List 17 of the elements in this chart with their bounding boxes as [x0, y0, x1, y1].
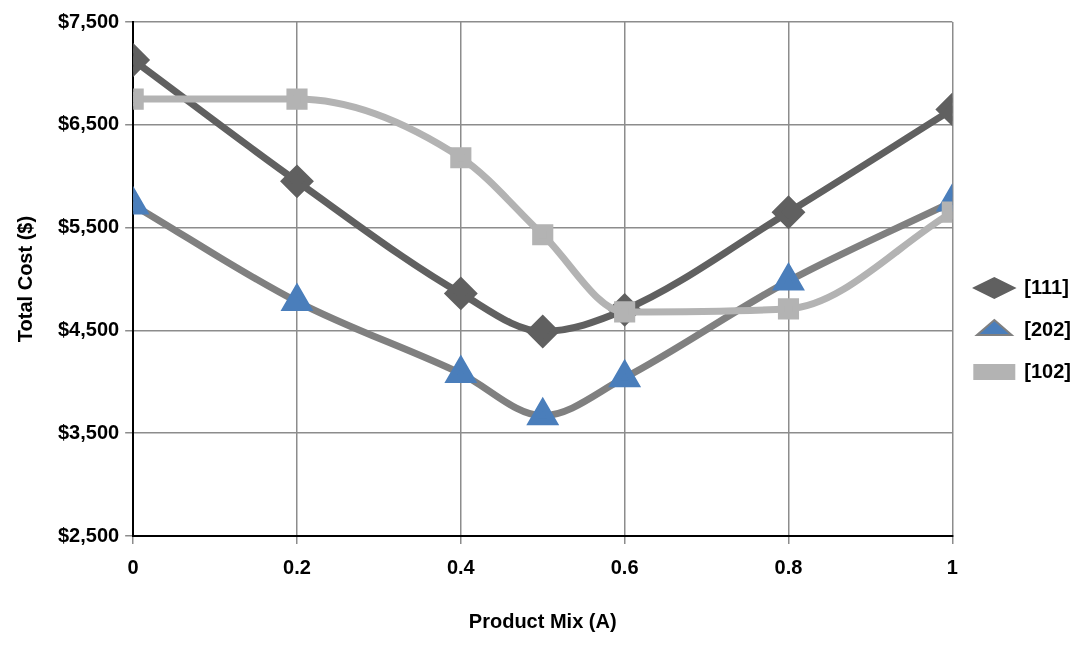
legend-label: [111] — [1024, 275, 1069, 298]
x-axis-title: Product Mix (A) — [468, 609, 617, 632]
x-tick-label: 0.6 — [610, 555, 639, 578]
y-tick-label: $4,500 — [58, 317, 120, 340]
y-tick-label: $6,500 — [58, 112, 120, 135]
legend-label: [102] — [1024, 359, 1072, 382]
x-tick-label: 1 — [946, 555, 958, 578]
y-tick-label: $5,500 — [58, 215, 120, 238]
x-tick-label: 0.2 — [283, 555, 311, 578]
x-tick-label: 0 — [127, 555, 139, 578]
y-tick-label: $2,500 — [58, 523, 120, 546]
y-tick-label: $7,500 — [58, 9, 120, 32]
y-tick-label: $3,500 — [58, 420, 120, 443]
x-tick-label: 0.4 — [446, 555, 476, 578]
y-axis-title: Total Cost ($) — [13, 215, 36, 343]
legend-label: [202] — [1024, 317, 1072, 340]
x-tick-label: 0.8 — [774, 555, 803, 578]
